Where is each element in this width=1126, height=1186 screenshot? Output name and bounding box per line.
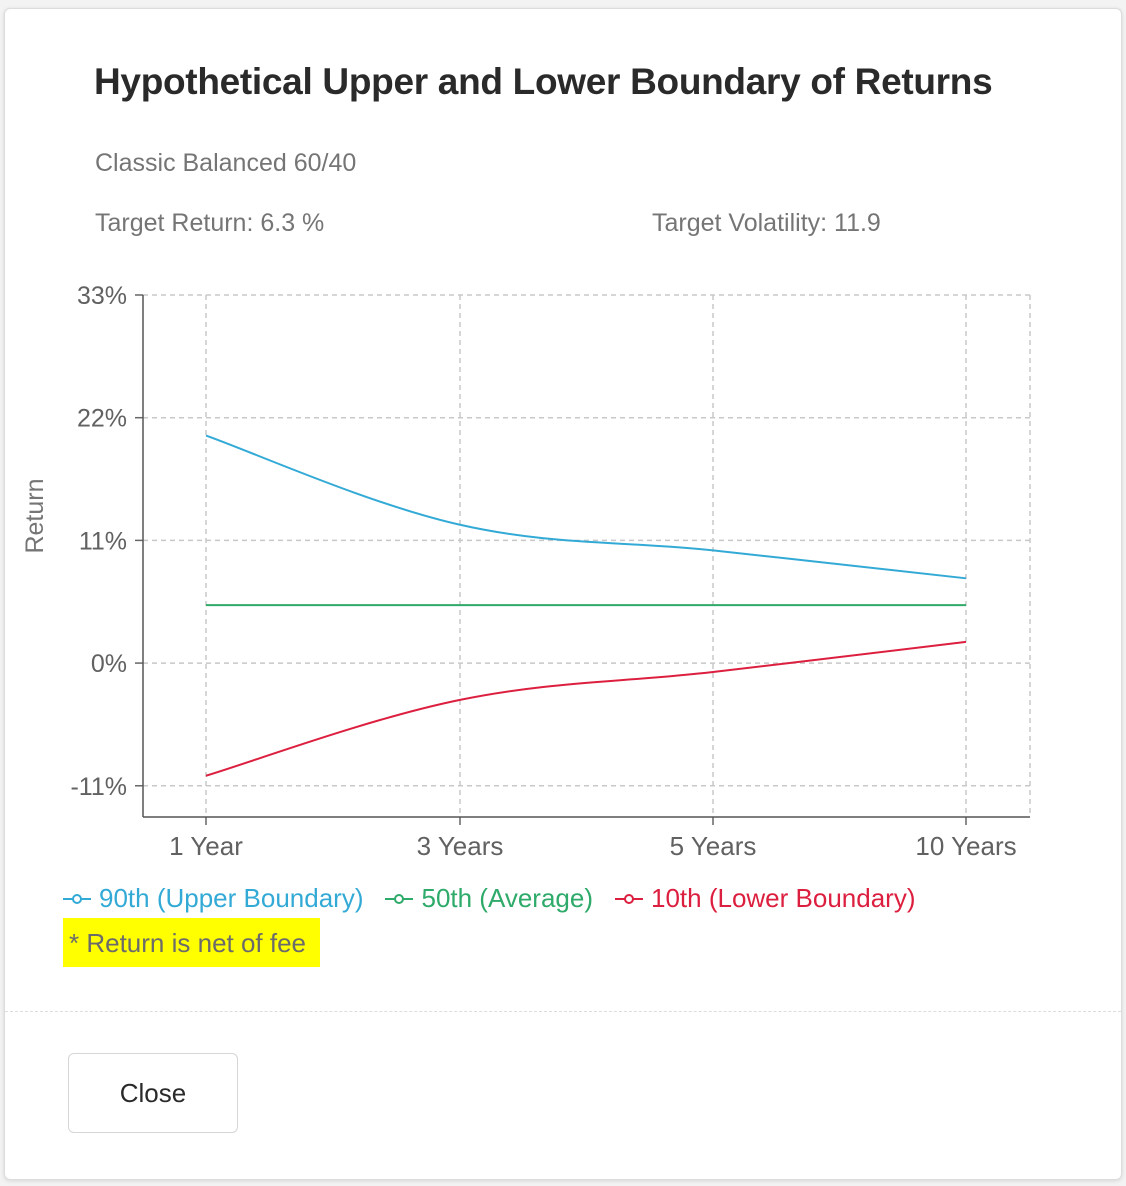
target-volatility: Target Volatility: 11.9 [652,209,881,237]
legend-marker-icon [385,892,414,906]
series-line-2 [205,640,967,777]
dialog-title: Hypothetical Upper and Lower Boundary of… [94,61,993,102]
legend-label: 10th (Lower Boundary) [651,883,916,913]
legend-marker-icon [63,892,91,906]
chart-legend: 90th (Upper Boundary) 50th (Average) 10th … [63,883,937,914]
x-tick-label: 3 Years [417,831,504,861]
x-tick-label: 10 Years [915,831,1016,861]
target-return: Target Return: 6.3 % [95,209,325,237]
y-tick-label: -11% [70,773,127,801]
fee-note: * Return is net of fee [63,918,321,967]
x-tick-label: 5 Years [670,831,757,861]
returns-dialog: Hypothetical Upper and Lower Boundary of… [4,8,1122,1180]
y-tick-label: 0% [91,650,127,678]
y-tick-label: 11% [79,527,127,555]
returns-chart: 33% 22% 11% 0% -11% 1 Year 3 Years 5 Years 10 Ye… [21,282,1031,861]
y-axis-label: Return [21,478,49,553]
close-button[interactable]: Close [68,1053,238,1133]
y-tick-label: 22% [77,405,127,433]
legend-item[interactable]: 50th (Average) [385,883,593,914]
legend-label: 50th (Average) [421,883,593,913]
series-line-0 [205,434,967,580]
portfolio-name: Classic Balanced 60/40 [95,149,357,177]
x-tick-label: 1 Year [169,831,243,861]
legend-item[interactable]: 90th (Upper Boundary) [63,883,363,914]
legend-label: 90th (Upper Boundary) [99,883,364,913]
y-tick-label: 33% [77,282,127,310]
legend-item[interactable]: 10th (Lower Boundary) [615,883,915,914]
footer-divider [5,1011,1121,1012]
legend-marker-icon [615,892,643,906]
